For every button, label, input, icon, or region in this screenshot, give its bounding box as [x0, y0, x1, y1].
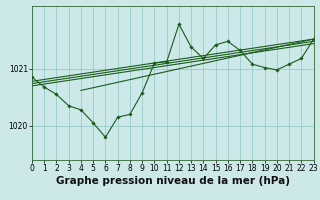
X-axis label: Graphe pression niveau de la mer (hPa): Graphe pression niveau de la mer (hPa)	[56, 176, 290, 186]
